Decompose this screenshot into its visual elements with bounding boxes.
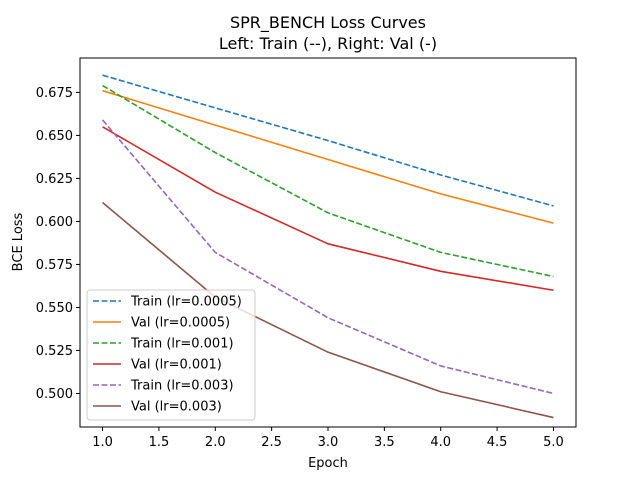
series-line (101, 119, 554, 395)
series-line (102, 74, 554, 207)
legend-label: Train (lr=0.001) (130, 337, 234, 352)
x-tick-label: 3.5 (374, 435, 395, 450)
legend-label: Val (lr=0.0005) (131, 316, 230, 331)
y-tick-label: 0.550 (36, 301, 73, 316)
y-tick-label: 0.625 (36, 172, 73, 187)
legend-label: Train (lr=0.0005) (130, 295, 242, 310)
series-line (102, 89, 554, 224)
legend-box (86, 289, 256, 421)
x-tick-label: 2.0 (205, 435, 226, 450)
legend: Train (lr=0.0005) Val (lr=0.0005) Train (l… (86, 289, 256, 421)
y-tick-label: 0.500 (36, 387, 73, 402)
x-tick-label: 5.0 (543, 435, 564, 450)
x-tick-label: 4.0 (430, 435, 451, 450)
series-line (102, 84, 554, 278)
x-tick-label: 1.5 (149, 435, 170, 450)
y-tick-label: 0.650 (36, 129, 73, 144)
x-axis-label: Epoch (308, 456, 348, 471)
chart-title: SPR_BENCH Loss Curves (230, 13, 426, 33)
legend-label: Val (lr=0.003) (131, 400, 222, 415)
x-tick-label: 4.5 (487, 435, 508, 450)
chart-subtitle: Left: Train (--), Right: Val (-) (219, 34, 437, 53)
series-layer (101, 74, 554, 419)
y-axis-ticks: 0.500 0.525 0.550 0.575 0.600 0.625 0.650 0.675 (36, 86, 80, 402)
x-axis-ticks: 1.0 1.5 2.0 2.5 3.0 3.5 4.0 4.5 5.0 (92, 427, 564, 450)
y-tick-label: 0.675 (36, 86, 73, 101)
y-tick-label: 0.575 (36, 258, 73, 273)
series-line (102, 201, 554, 419)
series-line (102, 126, 554, 292)
x-tick-label: 1.0 (92, 435, 113, 450)
legend-label: Val (lr=0.001) (131, 358, 222, 373)
x-tick-label: 3.0 (318, 435, 339, 450)
y-tick-label: 0.600 (36, 215, 73, 230)
y-tick-label: 0.525 (36, 344, 73, 359)
legend-label: Train (lr=0.003) (130, 379, 234, 394)
x-tick-label: 2.5 (261, 435, 282, 450)
y-axis-label: BCE Loss (11, 212, 26, 271)
